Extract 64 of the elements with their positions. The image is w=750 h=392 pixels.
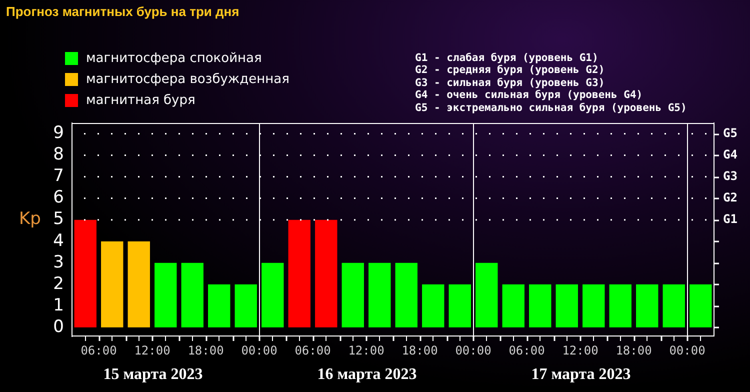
bar (448, 284, 471, 328)
x-tick-label: 18:00 (402, 343, 438, 358)
text: G3 - сильная буря (уровень G3) (415, 76, 606, 90)
legend-label: магнитная буря (86, 93, 196, 108)
bar (208, 284, 230, 328)
y-tick-label: 7 (53, 166, 64, 186)
x-tick-label: 12:00 (348, 343, 384, 358)
bar (395, 262, 418, 328)
ref-line-label: G2 (723, 190, 738, 204)
bar (476, 262, 498, 328)
bar (288, 220, 310, 328)
bar (422, 284, 444, 328)
x-tick-label: 18:00 (616, 343, 652, 358)
legend-label: магнитосфера спокойная (86, 51, 262, 66)
ref-line-label: G5 (723, 126, 738, 140)
bar (529, 284, 552, 328)
bar (181, 262, 204, 328)
bar (368, 262, 391, 328)
ref-line-label: G4 (723, 147, 738, 162)
x-tick-label: 12:00 (562, 343, 598, 358)
y-tick-label: 4 (53, 230, 64, 251)
y-tick-label: 9 (53, 123, 64, 144)
text: 16 марта 2023 (316, 366, 418, 384)
bar (342, 262, 364, 328)
y-axis-title: Kp (19, 209, 41, 230)
y-tick-label: 6 (53, 188, 64, 208)
x-tick-label: 00:00 (241, 343, 278, 358)
ref-line-label: G1 (723, 212, 738, 226)
y-tick-label: 8 (53, 144, 64, 165)
text: 15 марта 2023 (102, 366, 204, 384)
x-tick-label: 06:00 (80, 343, 117, 358)
bar (636, 284, 658, 328)
x-tick-label: 06:00 (508, 343, 545, 358)
bar (690, 284, 712, 328)
ref-line-label: G3 (723, 168, 738, 183)
chart-title: Прогноз магнитных бурь на три дня (6, 4, 240, 19)
text: G1 - слабая буря (уровень G1) (415, 52, 600, 64)
x-tick-label: 00:00 (669, 343, 706, 358)
bar (262, 262, 284, 328)
bar (556, 284, 578, 328)
y-tick-label: 3 (53, 252, 64, 272)
bar (315, 220, 338, 328)
bar (74, 220, 96, 328)
y-tick-label: 1 (53, 295, 64, 316)
y-tick-label: 5 (53, 209, 64, 230)
x-tick-label: 00:00 (455, 343, 492, 358)
text: G2 - средняя буря (уровень G2) (415, 64, 606, 77)
bar (662, 284, 685, 328)
text: G5 - экстремально сильная буря (уровень G5) (415, 102, 687, 114)
text: 17 марта 2023 (530, 366, 632, 384)
text: G4 - очень сильная буря (уровень G4) (415, 89, 644, 102)
x-tick-label: 12:00 (134, 343, 170, 358)
bar (128, 241, 150, 328)
y-tick-label: 0 (53, 316, 64, 337)
bar (502, 284, 524, 328)
bar (234, 284, 257, 328)
y-tick-label: 2 (53, 274, 64, 294)
bar (582, 284, 605, 328)
x-tick-label: 06:00 (294, 343, 331, 358)
x-tick-label: 18:00 (188, 343, 224, 358)
bar (154, 262, 177, 328)
bar (101, 241, 124, 328)
legend-label: магнитосфера возбужденная (86, 72, 290, 87)
bar (609, 284, 632, 328)
